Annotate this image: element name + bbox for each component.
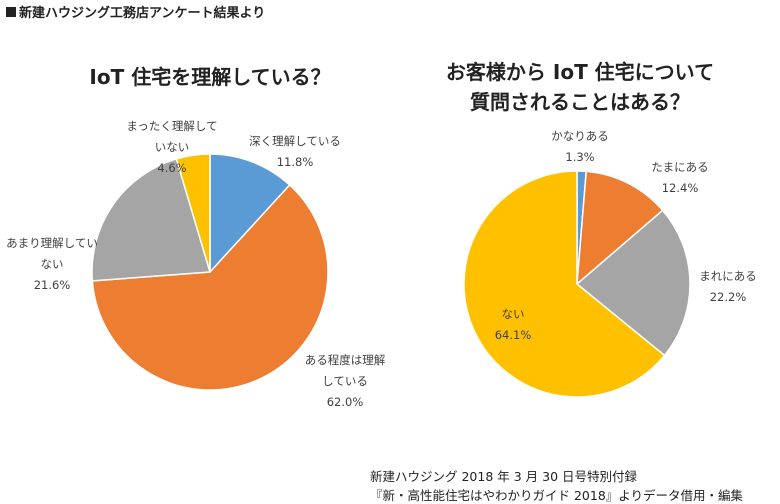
chart2-slice-2 bbox=[576, 170, 664, 286]
chart1-slice-1-label: 深く理解している 11.8% bbox=[249, 134, 341, 169]
chart1-slice-3 bbox=[91, 157, 211, 282]
header-text: 新建ハウジング工務店アンケート結果より bbox=[19, 6, 266, 21]
chart2-slice-2-label: たまにある 12.4% bbox=[651, 160, 708, 195]
chart2-slice-3-label: まれにある 22.2% bbox=[699, 269, 757, 304]
left-chart-title: IoT 住宅を理解している？ bbox=[89, 65, 331, 89]
chart2-slice-3 bbox=[575, 209, 691, 357]
chart1-slice-4-label: まったく理解していない 4.6% bbox=[126, 119, 217, 175]
chart1-slice-2-label: ある程度は理解している 62.0% bbox=[305, 353, 386, 409]
chart1-slice-3-label: あまり理解していない 21.6% bbox=[6, 236, 98, 292]
chart1-slice-2 bbox=[91, 183, 329, 391]
chart1-slice-1 bbox=[209, 153, 291, 274]
header-square-icon bbox=[6, 6, 16, 17]
chart2-slice-4-label: ない 64.1% bbox=[495, 307, 532, 342]
chart2-slice-1-label: かなりある 1.3% bbox=[551, 129, 609, 164]
footer-source-line1: 新建ハウジング 2018 年 3 月 30 日号特別付録 bbox=[370, 469, 638, 484]
chart2-slice-4 bbox=[463, 170, 666, 398]
chart1-slice-4 bbox=[175, 153, 211, 273]
footer-source-line2: 『新・高性能住宅はやわかりガイド 2018』よりデータ借用・編集 bbox=[370, 488, 744, 503]
survey-source-header: 新建ハウジング工務店アンケート結果より bbox=[6, 2, 265, 21]
right-chart-title: お客様から IoT 住宅について 質問されることはある？ bbox=[445, 60, 715, 114]
